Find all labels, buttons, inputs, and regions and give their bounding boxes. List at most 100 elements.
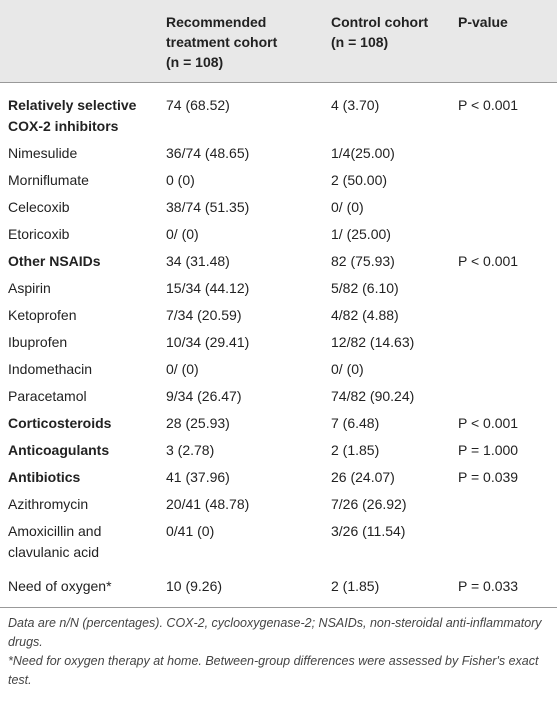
row-label: Other NSAIDs [8,253,101,269]
recommended-cell: 74 (68.52) [166,97,230,113]
data-table: Recommended treatment cohort (n = 108) Co… [0,0,557,608]
p-value-cell [450,221,557,248]
row-label: Ketoprofen [8,307,77,323]
row-label: Anticoagulants [8,442,110,458]
control-cell: 5/82 (6.10) [331,280,399,296]
control-cell: 1/ (25.00) [331,226,391,242]
table-row: Celecoxib 38/74 (51.35) 0/ (0) [0,194,557,221]
control-cell: 4 (3.70) [331,97,380,113]
p-value-cell: P < 0.001 [458,415,519,431]
header-cell: P-value [450,0,557,83]
p-value-cell: P < 0.001 [458,97,519,113]
p-value-cell [450,194,557,221]
recommended-cell: 20/41 (48.78) [166,496,250,512]
row-label: Nimesulide [8,145,78,161]
row-label: Celecoxib [8,199,70,215]
table-row: Need of oxygen* 10 (9.26) 2 (1.85) P = 0.03… [0,566,557,608]
p-value-cell [450,329,557,356]
control-cell: 0/ (0) [331,199,364,215]
header-cell: Control cohort (n = 108) [323,0,450,83]
control-cell: 4/82 (4.88) [331,307,399,323]
table-row: Ketoprofen 7/34 (20.59) 4/82 (4.88) [0,302,557,329]
control-cell: 2 (1.85) [331,442,380,458]
footnotes: Data are n/N (percentages). COX-2, cyclo… [0,608,557,690]
p-value-cell [450,275,557,302]
p-value-cell: P < 0.001 [458,253,519,269]
p-value-cell [450,383,557,410]
row-label: Azithromycin [8,496,89,512]
recommended-cell: 3 (2.78) [166,442,215,458]
recommended-cell: 7/34 (20.59) [166,307,242,323]
control-cell: 2 (1.85) [331,578,380,594]
recommended-cell: 28 (25.93) [166,415,230,431]
p-value-cell [450,356,557,383]
control-cell: 0/ (0) [331,361,364,377]
header-cell: Recommended treatment cohort (n = 108) [158,0,323,83]
row-label: Amoxicillin and clavulanic acid [8,523,102,560]
p-value-cell: P = 1.000 [458,442,519,458]
recommended-cell: 0/ (0) [166,226,199,242]
p-value-cell [450,302,557,329]
p-value-cell: P = 0.033 [458,578,519,594]
header-title: P-value [458,14,508,30]
row-label: Need of oxygen* [8,578,112,594]
row-label: Ibuprofen [8,334,68,350]
recommended-cell: 10 (9.26) [166,578,223,594]
footnote: Data are n/N (percentages). COX-2, cyclo… [8,616,542,649]
control-cell: 7/26 (26.92) [331,496,407,512]
control-cell: 12/82 (14.63) [331,334,415,350]
header-cell [0,0,158,83]
control-cell: 7 (6.48) [331,415,380,431]
p-value-cell [450,167,557,194]
table-row: Etoricoxib 0/ (0) 1/ (25.00) [0,221,557,248]
row-label: Corticosteroids [8,415,112,431]
control-cell: 82 (75.93) [331,253,395,269]
recommended-cell: 41 (37.96) [166,469,230,485]
control-cell: 74/82 (90.24) [331,388,415,404]
header-n: (n = 108) [166,54,224,70]
recommended-cell: 0/41 (0) [166,523,215,539]
table-row: Morniflumate 0 (0) 2 (50.00) [0,167,557,194]
row-label: Etoricoxib [8,226,70,242]
table-row: Other NSAIDs 34 (31.48) 82 (75.93) P < 0.00… [0,248,557,275]
recommended-cell: 9/34 (26.47) [166,388,242,404]
control-cell: 3/26 (11.54) [331,523,406,539]
table-row: Antibiotics 41 (37.96) 26 (24.07) P = 0.039 [0,464,557,491]
table-row: Azithromycin 20/41 (48.78) 7/26 (26.92) [0,491,557,518]
p-value-cell: P = 0.039 [458,469,519,485]
table-row: Indomethacin 0/ (0) 0/ (0) [0,356,557,383]
header-title: Recommended treatment cohort [166,14,278,50]
table-row: Aspirin 15/34 (44.12) 5/82 (6.10) [0,275,557,302]
row-label: Morniflumate [8,172,89,188]
recommended-cell: 15/34 (44.12) [166,280,250,296]
control-cell: 1/4(25.00) [331,145,395,161]
row-label: Relatively selective COX-2 inhibitors [8,97,137,134]
row-label: Antibiotics [8,469,81,485]
table-row: Nimesulide 36/74 (48.65) 1/4(25.00) [0,140,557,167]
footnote: *Need for oxygen therapy at home. Betwee… [8,654,539,687]
header-n: (n = 108) [331,34,389,50]
row-label: Indomethacin [8,361,93,377]
recommended-cell: 36/74 (48.65) [166,145,250,161]
table-row: Anticoagulants 3 (2.78) 2 (1.85) P = 1.000 [0,437,557,464]
recommended-cell: 10/34 (29.41) [166,334,250,350]
recommended-cell: 34 (31.48) [166,253,230,269]
table-row: Corticosteroids 28 (25.93) 7 (6.48) P < 0.0… [0,410,557,437]
p-value-cell [450,491,557,518]
recommended-cell: 0 (0) [166,172,195,188]
p-value-cell [450,518,557,566]
table-body: Relatively selective COX-2 inhibitors 74 … [0,83,557,608]
row-label: Paracetamol [8,388,87,404]
header-row: Recommended treatment cohort (n = 108) Co… [0,0,557,83]
p-value-cell [450,140,557,167]
control-cell: 2 (50.00) [331,172,388,188]
table-row: Paracetamol 9/34 (26.47) 74/82 (90.24) [0,383,557,410]
table-row: Relatively selective COX-2 inhibitors 74 … [0,83,557,141]
recommended-cell: 38/74 (51.35) [166,199,250,215]
control-cell: 26 (24.07) [331,469,395,485]
table-header: Recommended treatment cohort (n = 108) Co… [0,0,557,83]
table-row: Amoxicillin and clavulanic acid 0/41 (0) 3… [0,518,557,566]
table-row: Ibuprofen 10/34 (29.41) 12/82 (14.63) [0,329,557,356]
